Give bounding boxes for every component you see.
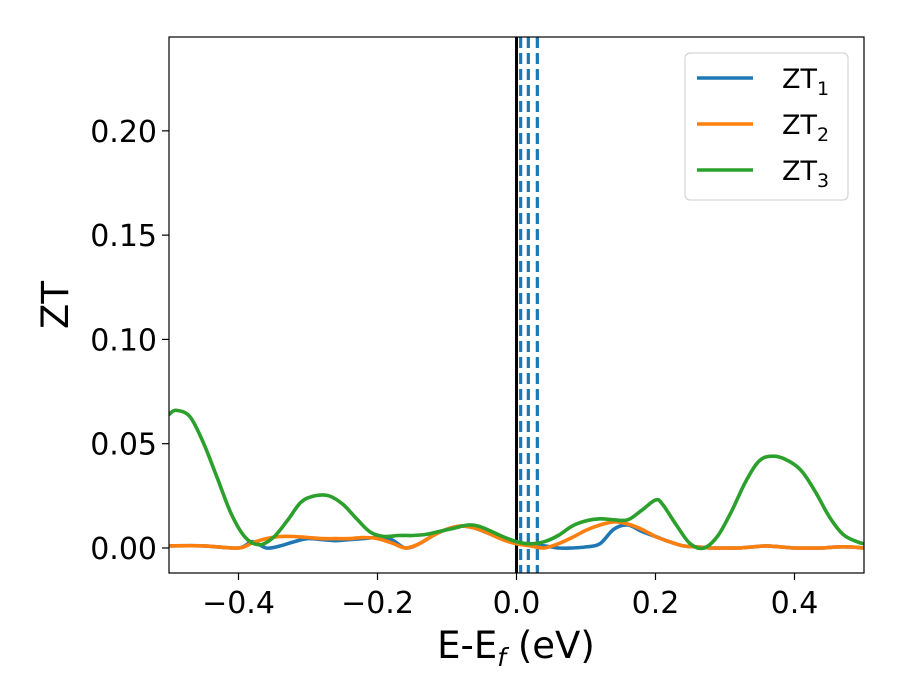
y-tick-label: 0.15 (90, 219, 157, 254)
x-axis-title: E-Ef (eV) (437, 624, 595, 672)
vertical-reference-lines (515, 37, 539, 573)
y-tick-label: 0.20 (90, 115, 157, 150)
series-line-zt2 (169, 520, 864, 550)
x-axis-title-main: E-E (437, 624, 497, 667)
y-axis-title: ZT (34, 281, 77, 329)
legend-label-zt3: ZT3 (782, 156, 829, 192)
y-tick-label: 0.00 (90, 532, 157, 567)
y-axis-ticks: 0.00 0.05 0.10 0.15 0.20 (90, 115, 169, 567)
x-tick-label: 0.4 (771, 586, 819, 621)
legend-box (684, 52, 849, 201)
x-tick-label: −0.4 (202, 586, 275, 621)
legend: ZT1 ZT2 ZT3 (684, 52, 849, 201)
x-tick-label: 0.0 (493, 586, 541, 621)
x-tick-label: −0.2 (341, 586, 414, 621)
y-tick-label: 0.05 (90, 428, 157, 463)
legend-label-zt2: ZT2 (782, 110, 829, 146)
x-axis-title-suffix: (eV) (506, 624, 595, 667)
y-tick-label: 0.10 (90, 323, 157, 358)
series-layer (169, 408, 864, 551)
x-tick-label: 0.2 (632, 586, 680, 621)
legend-label-zt1: ZT1 (782, 64, 829, 100)
series-line-zt3 (169, 408, 864, 551)
x-axis-ticks: −0.4 −0.2 0.0 0.2 0.4 (202, 573, 818, 621)
